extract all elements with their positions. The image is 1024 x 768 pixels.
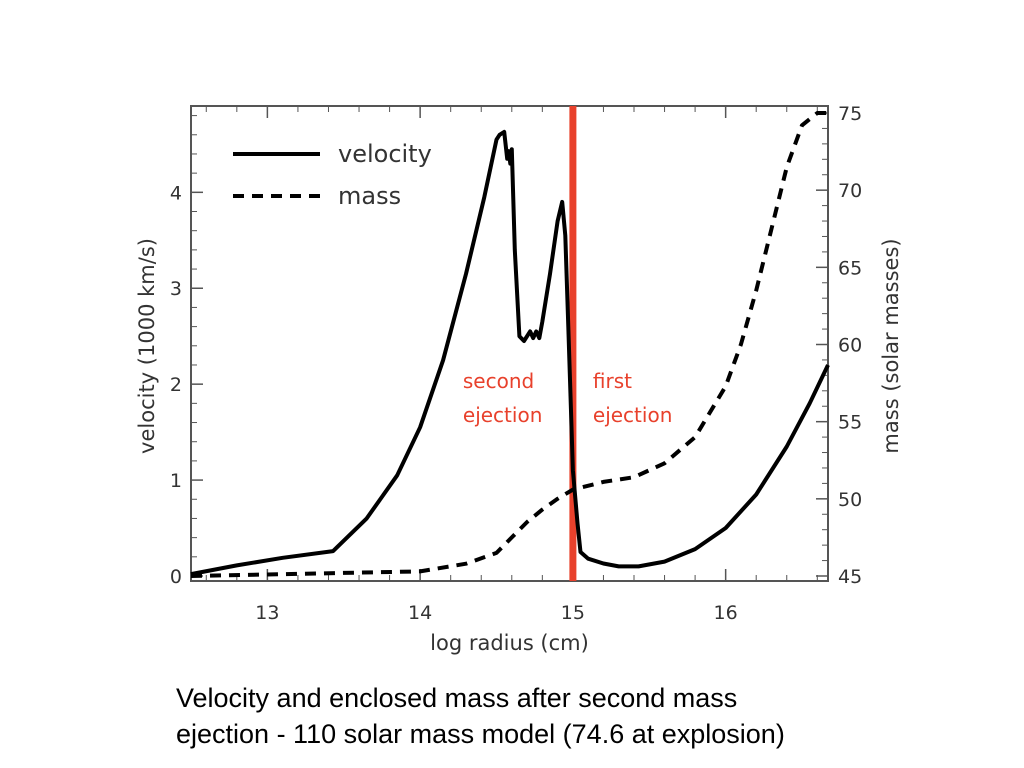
x-tick-label: 14 bbox=[408, 602, 432, 624]
legend-label-velocity: velocity bbox=[338, 140, 432, 168]
marker-label-left-line2: ejection bbox=[463, 403, 542, 427]
y-tick-label: 3 bbox=[170, 278, 182, 300]
plot-frame bbox=[190, 105, 829, 582]
y2-tick-label: 45 bbox=[838, 566, 862, 588]
x-tick-label: 13 bbox=[255, 602, 279, 624]
series-line-velocity bbox=[190, 129, 830, 577]
marker-label-right-line1: first bbox=[593, 369, 632, 393]
x-tick-label: 16 bbox=[714, 602, 738, 624]
y2-tick-label: 60 bbox=[838, 335, 862, 357]
legend-label-mass: mass bbox=[338, 182, 401, 210]
chart: 13 14 15 16 0 1 2 3 4 45 50 55 60 65 70 75 log radius (c… bbox=[135, 103, 903, 655]
caption-line-1: Velocity and enclosed mass after second … bbox=[176, 683, 738, 713]
y2-tick-label: 65 bbox=[838, 257, 862, 279]
y2-axis-label: mass (solar masses) bbox=[879, 238, 903, 453]
x-tick-label: 15 bbox=[561, 602, 585, 624]
y-tick-label: 0 bbox=[170, 566, 182, 588]
y-tick-label: 2 bbox=[170, 374, 182, 396]
marker-label-right-line2: ejection bbox=[593, 403, 672, 427]
marker-label-left-line1: second bbox=[463, 369, 534, 393]
y-tick-label: 1 bbox=[170, 470, 182, 492]
series-line-mass bbox=[190, 111, 828, 578]
caption-line-2: ejection - 110 solar mass model (74.6 at… bbox=[176, 719, 785, 749]
x-axis-label: log radius (cm) bbox=[430, 631, 589, 655]
y2-tick-label: 70 bbox=[838, 180, 862, 202]
y2-tick-label: 75 bbox=[838, 103, 862, 125]
caption: Velocity and enclosed mass after second … bbox=[176, 680, 976, 752]
y2-tick-label: 50 bbox=[838, 489, 862, 511]
y2-tick-label: 55 bbox=[838, 412, 862, 434]
y-axis-label: velocity (1000 km/s) bbox=[135, 238, 159, 454]
y-tick-label: 4 bbox=[170, 182, 182, 204]
